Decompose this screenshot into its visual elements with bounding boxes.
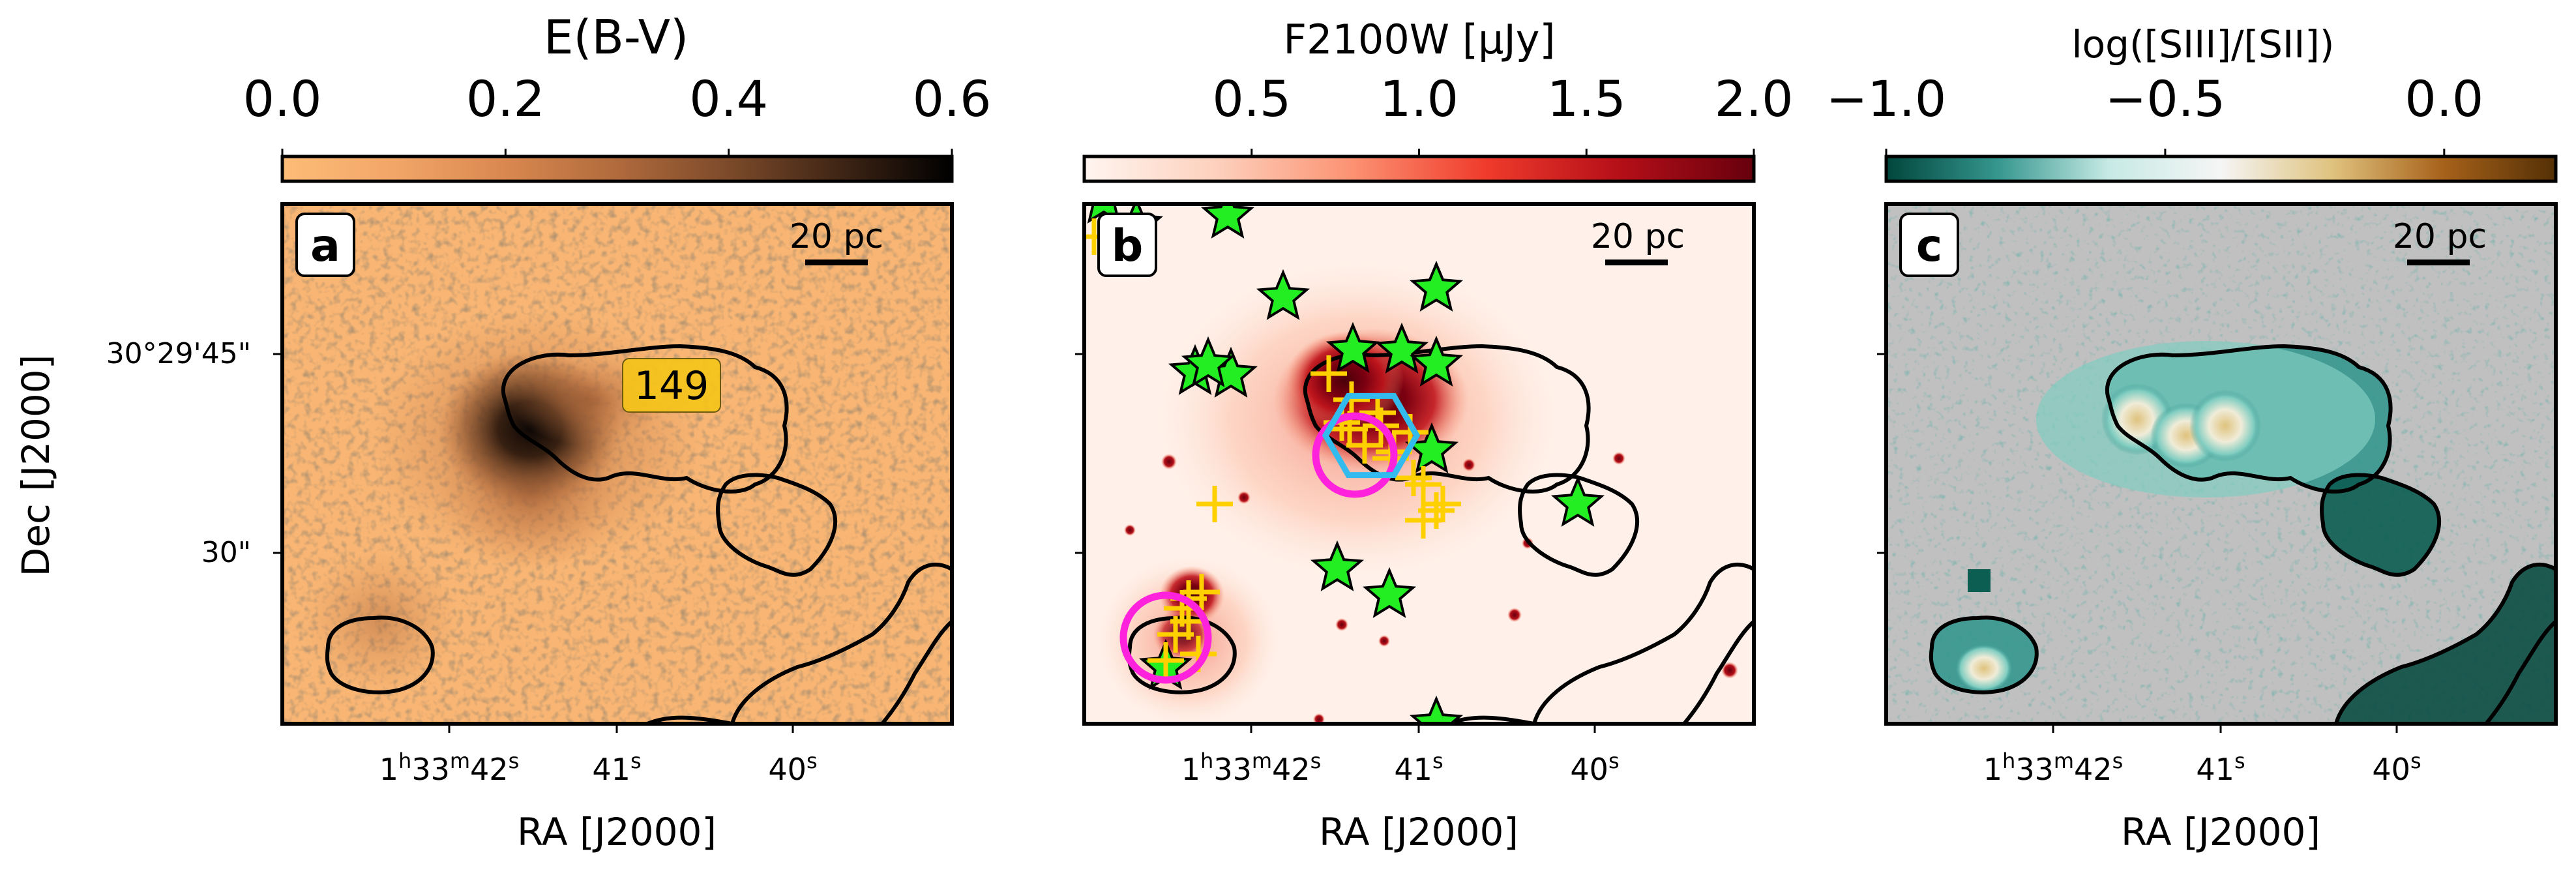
- star-marker: [1325, 321, 1380, 373]
- xtick-label: 41s: [1394, 749, 1443, 787]
- colorbar-c-label: log([SIII]/[SII]): [2072, 22, 2335, 67]
- star-marker: [1256, 269, 1310, 320]
- xticks-b: 1h33m42s 41s 40s: [1181, 724, 1620, 787]
- panel-a: E(B-V) 0.0 0.2 0.4 0.6 14: [14, 10, 991, 854]
- cross-marker: [1333, 381, 1370, 418]
- star-marker: [1409, 260, 1464, 312]
- colorbar-c-tick-labels: −1.0 −0.5 0.0: [1826, 70, 2483, 156]
- star-marker: [1550, 475, 1605, 527]
- panel-b: F2100W [μJy] 0.5 1.0 1.5 2.0: [1082, 16, 1793, 854]
- star-marker: [1409, 695, 1464, 724]
- svg-text:20 pc: 20 pc: [2393, 217, 2487, 256]
- panel-b-letter: b: [1097, 213, 1157, 277]
- xticks-c: 1h33m42s 41s 40s: [1983, 724, 2421, 787]
- panel-c: log([SIII]/[SII]) −1.0 −0.5 0.0: [1826, 22, 2558, 854]
- colorbar-tick-label: −0.5: [2105, 70, 2226, 128]
- scale-bar-b: 20 pc: [1591, 217, 1685, 265]
- colorbar-b-label: F2100W [μJy]: [1283, 16, 1555, 63]
- colorbar-b: [1082, 155, 1756, 183]
- source-id-badge: 149: [622, 358, 721, 413]
- ytick-a-1: 30": [201, 536, 251, 569]
- xtick-label: 41s: [2196, 749, 2245, 787]
- xtick-label: 1h33m42s: [379, 749, 520, 787]
- scale-bar-a: 20 pc: [790, 217, 883, 265]
- ytick-a-0: 30°29'45": [106, 337, 251, 370]
- colorbar-a: [280, 155, 954, 183]
- star-marker: [1310, 540, 1365, 591]
- cross-marker: [1425, 486, 1461, 522]
- colorbar-tick-label: 0.6: [913, 70, 992, 128]
- star-marker: [1409, 335, 1464, 387]
- xtick-label: 40s: [1570, 749, 1619, 787]
- xtick-label: 1h33m42s: [1983, 749, 2124, 787]
- xlabel-a: RA [J2000]: [517, 810, 717, 854]
- xlabel-b: RA [J2000]: [1319, 810, 1518, 854]
- colorbar-tick-label: 0.4: [689, 70, 768, 128]
- star-marker: [1181, 336, 1236, 387]
- star-marker: [1362, 567, 1417, 618]
- svg-text:b: b: [1112, 220, 1144, 272]
- cross-marker: [1395, 460, 1432, 496]
- colorbar-b-tick-labels: 0.5 1.0 1.5 2.0: [1212, 70, 1793, 156]
- circle-marker: [1312, 412, 1398, 498]
- colorbar-tick-label: −1.0: [1826, 70, 1947, 128]
- colorbar-tick-label: 1.0: [1380, 70, 1458, 128]
- cross-marker: [1157, 616, 1194, 653]
- xticks-a: 1h33m42s 41s 40s: [379, 724, 818, 787]
- colorbar-tick-label: 0.0: [2405, 70, 2483, 128]
- svg-text:c: c: [1916, 220, 1942, 272]
- cross-marker: [1147, 642, 1184, 679]
- svg-text:20 pc: 20 pc: [1591, 217, 1685, 256]
- star-marker: [1374, 322, 1429, 374]
- panel-a-letter: a: [295, 213, 355, 277]
- xtick-label: 1h33m42s: [1181, 749, 1322, 787]
- colorbar-tick-label: 0.0: [243, 70, 322, 128]
- svg-text:20 pc: 20 pc: [790, 217, 883, 256]
- cross-marker: [1196, 486, 1233, 522]
- colorbar-tick-label: 0.5: [1212, 70, 1291, 128]
- ylabel: Dec [J2000]: [14, 355, 58, 577]
- cross-marker: [1346, 427, 1383, 464]
- xtick-label: 40s: [768, 749, 817, 787]
- xtick-label: 40s: [2372, 749, 2421, 787]
- region-contours-c: [1929, 344, 2556, 724]
- svg-text:a: a: [310, 220, 340, 272]
- colorbar-tick-label: 2.0: [1715, 70, 1794, 128]
- hexagon-marker: [1322, 393, 1421, 479]
- scale-bar-c: 20 pc: [2393, 217, 2487, 265]
- circle-marker: [1119, 591, 1212, 684]
- xlabel-c: RA [J2000]: [2121, 810, 2320, 854]
- cross-marker: [1405, 466, 1442, 503]
- svg-text:149: 149: [634, 363, 709, 409]
- region-contours-b: [1127, 344, 1754, 724]
- colorbar-tick-label: 1.5: [1547, 70, 1626, 128]
- cross-marker: [1405, 502, 1442, 539]
- star-marker: [1200, 204, 1255, 239]
- colorbar-a-label: E(B-V): [544, 10, 688, 65]
- colorbar-c: [1884, 155, 2558, 183]
- star-marker: [1087, 204, 1121, 224]
- colorbar-a-tick-labels: 0.0 0.2 0.4 0.6: [243, 70, 992, 156]
- colorbar-tick-label: 0.2: [466, 70, 545, 128]
- cross-marker: [1310, 355, 1347, 392]
- xtick-label: 41s: [592, 749, 641, 787]
- panel-c-letter: c: [1899, 213, 1959, 277]
